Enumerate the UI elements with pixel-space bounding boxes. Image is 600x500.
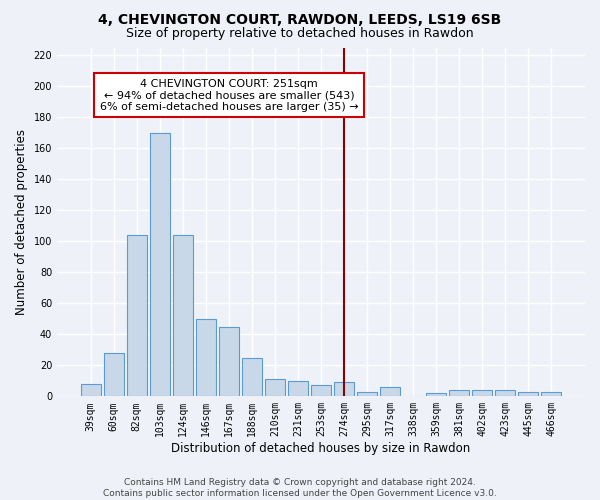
Bar [334,382,354,396]
Bar [288,381,308,396]
Bar [472,390,492,396]
Bar [81,384,101,396]
Bar [127,235,146,396]
Y-axis label: Number of detached properties: Number of detached properties [15,129,28,315]
Bar [311,386,331,396]
Bar [196,319,216,396]
X-axis label: Distribution of detached houses by size in Rawdon: Distribution of detached houses by size … [172,442,470,455]
Bar [427,393,446,396]
Bar [496,390,515,396]
Bar [104,353,124,397]
Bar [173,235,193,396]
Bar [150,133,170,396]
Text: Size of property relative to detached houses in Rawdon: Size of property relative to detached ho… [126,28,474,40]
Text: 4, CHEVINGTON COURT, RAWDON, LEEDS, LS19 6SB: 4, CHEVINGTON COURT, RAWDON, LEEDS, LS19… [98,12,502,26]
Bar [449,390,469,396]
Bar [357,392,377,396]
Bar [518,392,538,396]
Bar [219,326,239,396]
Bar [541,392,561,396]
Bar [380,387,400,396]
Text: Contains HM Land Registry data © Crown copyright and database right 2024.
Contai: Contains HM Land Registry data © Crown c… [103,478,497,498]
Bar [265,380,285,396]
Text: 4 CHEVINGTON COURT: 251sqm
← 94% of detached houses are smaller (543)
6% of semi: 4 CHEVINGTON COURT: 251sqm ← 94% of deta… [100,78,358,112]
Bar [242,358,262,397]
